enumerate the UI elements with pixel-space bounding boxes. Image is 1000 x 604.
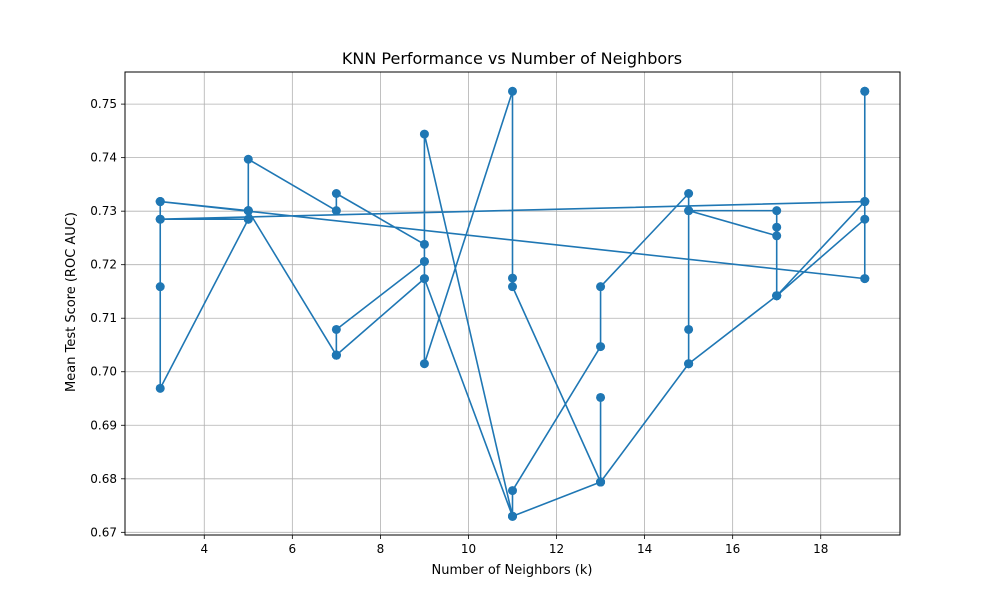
data-point [331, 189, 341, 199]
data-point [508, 486, 517, 496]
data-point [596, 477, 606, 487]
data-point [860, 274, 870, 284]
x-tick-label: 10 [461, 542, 476, 556]
data-point [155, 282, 165, 292]
x-tick-label: 8 [377, 542, 385, 556]
data-point [508, 282, 517, 292]
data-point [419, 274, 429, 284]
x-tick-label: 12 [549, 542, 564, 556]
y-tick-label: 0.69 [90, 418, 117, 432]
data-point [155, 214, 165, 224]
data-point [243, 214, 253, 224]
data-point [684, 189, 694, 199]
data-point [684, 324, 694, 334]
series-layer [155, 86, 870, 521]
y-tick-label: 0.73 [90, 204, 117, 218]
data-point [419, 239, 429, 249]
x-ticks: 4 6 8 10 12 14 16 18 [200, 535, 828, 556]
x-tick-label: 14 [637, 542, 652, 556]
x-axis-label: Number of Neighbors (k) [432, 563, 593, 578]
y-tick-label: 0.72 [90, 258, 117, 272]
data-point [860, 86, 870, 96]
data-point [155, 383, 165, 393]
data-point [331, 350, 341, 360]
data-point [331, 206, 341, 216]
x-tick-label: 18 [813, 542, 828, 556]
data-point [243, 154, 253, 164]
data-point [596, 342, 606, 352]
data-point [155, 197, 165, 207]
data-point [684, 206, 694, 216]
y-axis-label: Mean Test Score (ROC AUC) [64, 212, 79, 392]
data-point [331, 324, 341, 334]
data-point [243, 206, 253, 216]
data-point [419, 359, 429, 369]
series-line [159, 90, 866, 518]
data-point [772, 291, 782, 301]
y-tick-label: 0.67 [90, 525, 117, 539]
data-point [772, 222, 782, 232]
data-point [596, 392, 606, 402]
data-point [419, 256, 429, 266]
data-point [860, 214, 870, 224]
data-point [772, 206, 782, 216]
chart-title: KNN Performance vs Number of Neighbors [342, 49, 682, 68]
data-point [596, 282, 606, 292]
data-point [419, 129, 429, 139]
y-tick-label: 0.68 [90, 472, 117, 486]
x-tick-label: 6 [289, 542, 297, 556]
data-point [860, 197, 870, 207]
y-tick-label: 0.70 [90, 365, 117, 379]
data-point [772, 231, 782, 241]
y-tick-label: 0.75 [90, 97, 117, 111]
x-tick-label: 16 [725, 542, 740, 556]
plot-frame [124, 71, 901, 536]
data-point [508, 273, 517, 283]
data-point [684, 359, 694, 369]
data-point [508, 86, 517, 96]
data-point [508, 511, 517, 521]
y-ticks: 0.67 0.68 0.69 0.70 0.71 0.72 0.73 0.74 0.75 [90, 97, 125, 539]
x-tick-label: 4 [200, 542, 208, 556]
y-tick-label: 0.74 [90, 151, 117, 165]
y-tick-label: 0.71 [90, 311, 117, 325]
